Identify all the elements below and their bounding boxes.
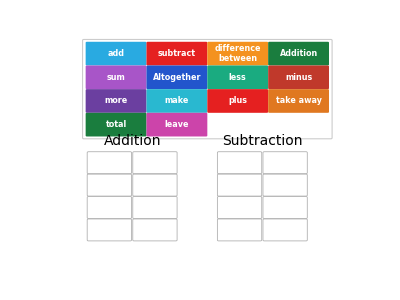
- Text: take away: take away: [276, 97, 322, 106]
- Text: minus: minus: [285, 73, 312, 82]
- FancyBboxPatch shape: [218, 152, 262, 174]
- FancyBboxPatch shape: [218, 219, 262, 241]
- FancyBboxPatch shape: [86, 42, 146, 65]
- FancyBboxPatch shape: [86, 113, 146, 136]
- Text: add: add: [108, 49, 124, 58]
- FancyBboxPatch shape: [86, 65, 146, 89]
- FancyBboxPatch shape: [133, 152, 177, 174]
- Text: leave: leave: [165, 120, 189, 129]
- Text: Altogether: Altogether: [153, 73, 201, 82]
- FancyBboxPatch shape: [133, 196, 177, 218]
- FancyBboxPatch shape: [146, 89, 207, 113]
- FancyBboxPatch shape: [268, 42, 329, 65]
- FancyBboxPatch shape: [218, 174, 262, 196]
- FancyBboxPatch shape: [87, 174, 132, 196]
- Text: more: more: [104, 97, 128, 106]
- Text: less: less: [229, 73, 247, 82]
- FancyBboxPatch shape: [268, 89, 329, 113]
- Text: Addition: Addition: [103, 134, 161, 148]
- Text: make: make: [165, 97, 189, 106]
- Text: subtract: subtract: [158, 49, 196, 58]
- Text: Subtraction: Subtraction: [222, 134, 303, 148]
- FancyBboxPatch shape: [146, 65, 207, 89]
- Text: Addition: Addition: [280, 49, 318, 58]
- FancyBboxPatch shape: [263, 219, 307, 241]
- FancyBboxPatch shape: [82, 40, 332, 139]
- Text: difference
between: difference between: [214, 44, 261, 63]
- FancyBboxPatch shape: [268, 65, 329, 89]
- FancyBboxPatch shape: [263, 152, 307, 174]
- Text: sum: sum: [107, 73, 126, 82]
- FancyBboxPatch shape: [87, 152, 132, 174]
- FancyBboxPatch shape: [133, 219, 177, 241]
- FancyBboxPatch shape: [207, 65, 268, 89]
- FancyBboxPatch shape: [86, 89, 146, 113]
- FancyBboxPatch shape: [207, 89, 268, 113]
- FancyBboxPatch shape: [263, 174, 307, 196]
- FancyBboxPatch shape: [87, 219, 132, 241]
- FancyBboxPatch shape: [146, 113, 207, 136]
- Text: plus: plus: [228, 97, 247, 106]
- Text: total: total: [106, 120, 127, 129]
- FancyBboxPatch shape: [207, 42, 268, 65]
- FancyBboxPatch shape: [87, 196, 132, 218]
- FancyBboxPatch shape: [218, 196, 262, 218]
- FancyBboxPatch shape: [133, 174, 177, 196]
- FancyBboxPatch shape: [146, 42, 207, 65]
- FancyBboxPatch shape: [263, 196, 307, 218]
